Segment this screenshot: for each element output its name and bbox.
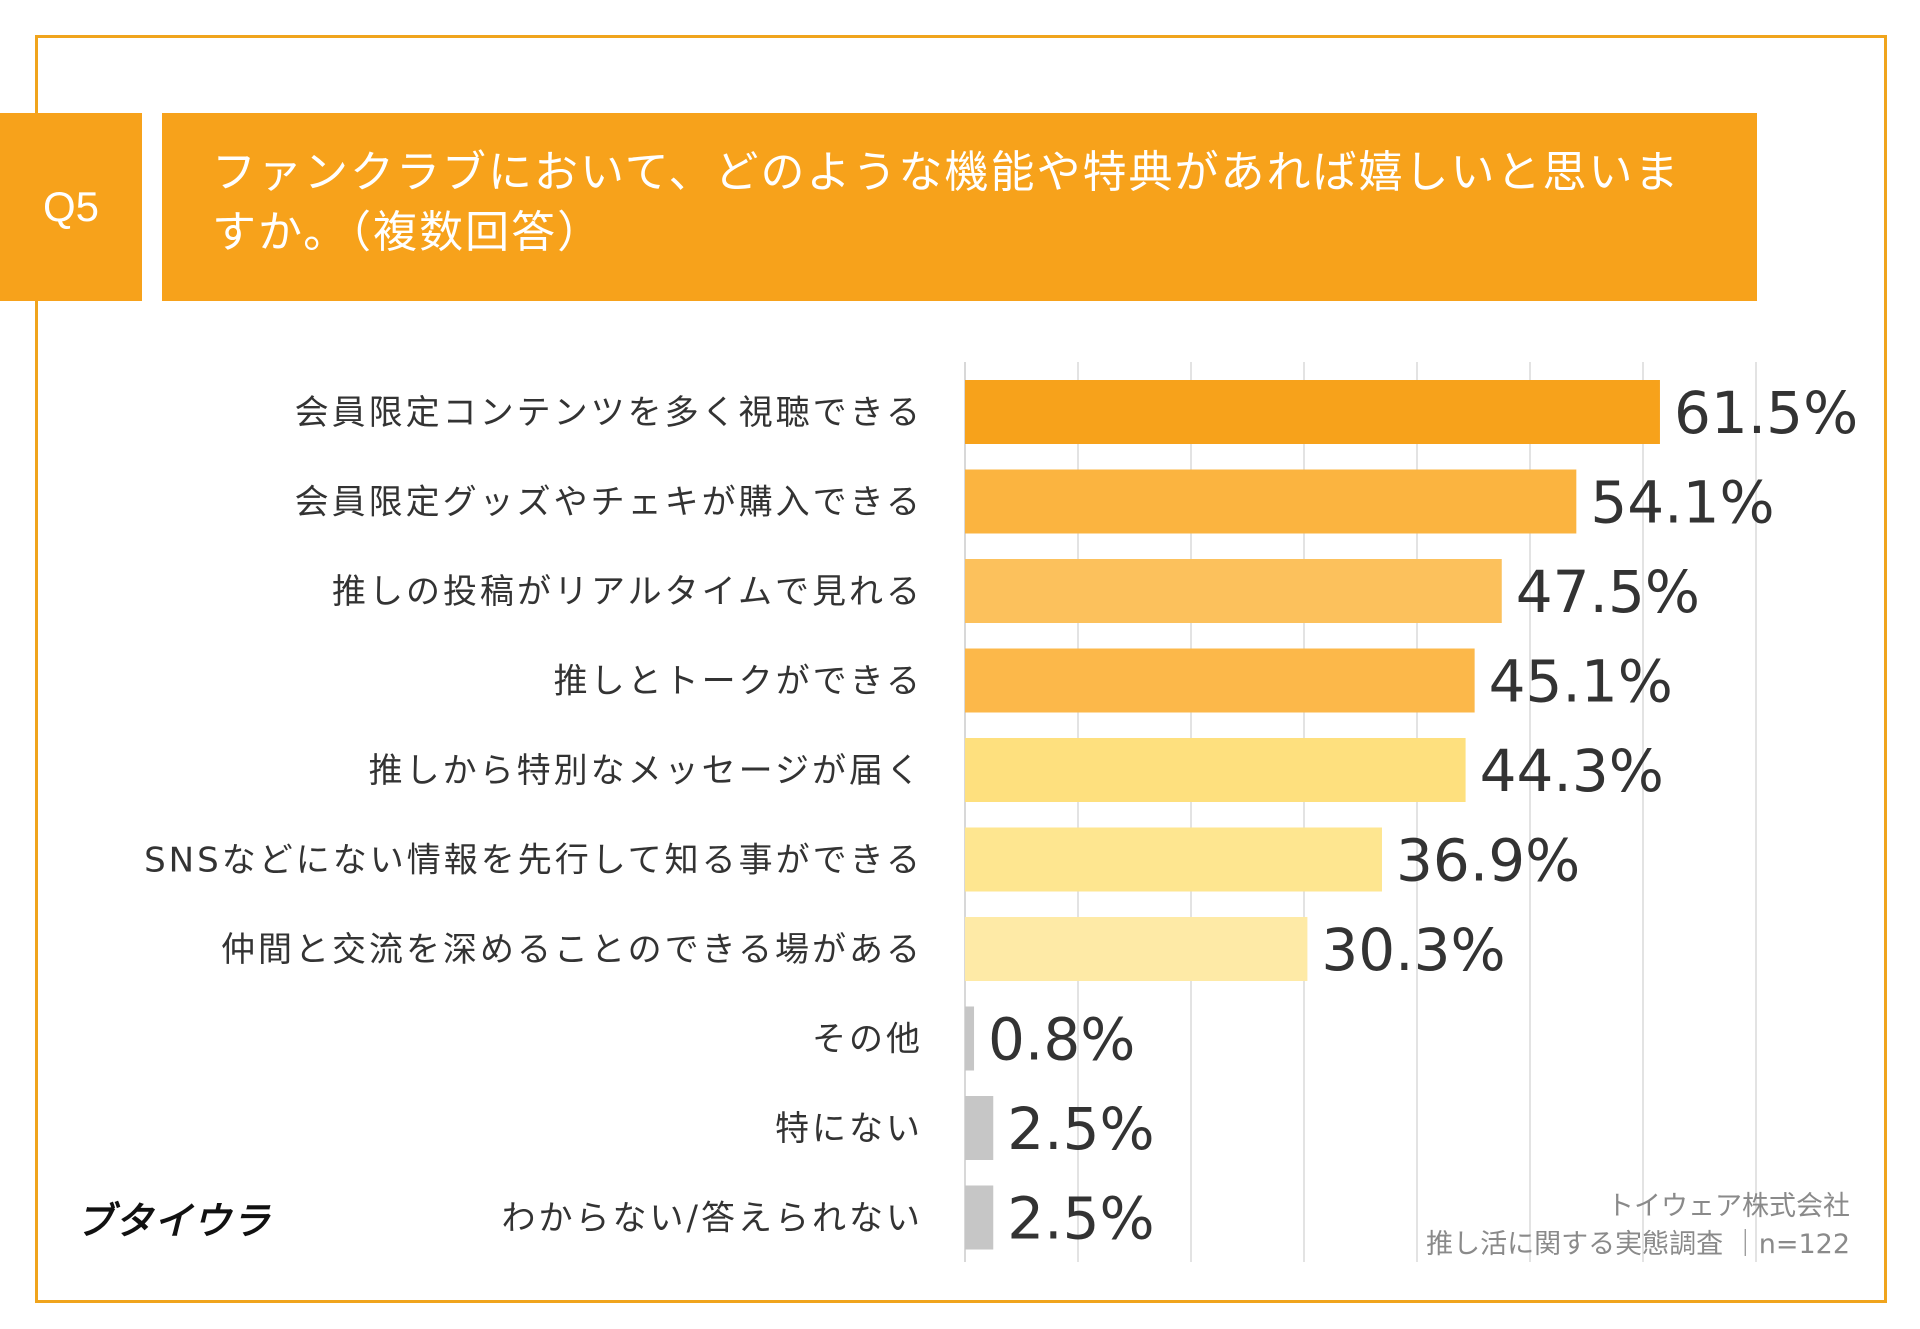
bar bbox=[965, 827, 1382, 892]
bar bbox=[965, 917, 1308, 981]
value-label: 61.5% bbox=[1674, 379, 1858, 447]
bar bbox=[965, 1006, 975, 1071]
category-label: わからない/答えられない bbox=[502, 1199, 923, 1239]
category-label: 仲間と交流を深めることのできる場がある bbox=[221, 930, 923, 970]
value-label: 0.8% bbox=[988, 1006, 1135, 1074]
category-label: 会員限定コンテンツを多く視聴できる bbox=[295, 393, 923, 433]
value-label: 2.5% bbox=[1007, 1095, 1154, 1163]
value-label: 36.9% bbox=[1396, 827, 1580, 895]
category-label: 推しとトークができる bbox=[554, 662, 923, 702]
bar bbox=[965, 1096, 994, 1160]
question-number: Q5 bbox=[0, 113, 142, 301]
brand-logo: ブタイウラ bbox=[76, 1199, 272, 1243]
category-label: その他 bbox=[812, 1020, 923, 1060]
category-label: 会員限定グッズやチェキが購入できる bbox=[295, 483, 923, 523]
value-label: 2.5% bbox=[1007, 1185, 1154, 1253]
bar bbox=[965, 559, 1502, 623]
category-label: 推しの投稿がリアルタイムで見れる bbox=[332, 572, 923, 612]
category-label: SNSなどにない情報を先行して知る事ができる bbox=[144, 841, 923, 881]
value-label: 54.1% bbox=[1590, 469, 1774, 537]
category-label: 特にない bbox=[775, 1109, 923, 1149]
bar bbox=[965, 469, 1577, 534]
bar bbox=[965, 1185, 994, 1250]
bar bbox=[965, 380, 1660, 444]
question-title: ファンクラブにおいて、どのような機能や特典があれば嬉しいと思いますか。（複数回答… bbox=[162, 113, 1757, 301]
value-label: 47.5% bbox=[1516, 558, 1700, 626]
value-label: 30.3% bbox=[1321, 916, 1505, 984]
value-label: 44.3% bbox=[1480, 737, 1664, 805]
bar bbox=[965, 648, 1475, 713]
bar bbox=[965, 738, 1466, 802]
category-label: 推しから特別なメッセージが届く bbox=[369, 751, 923, 791]
source-survey: 推し活に関する実態調査 ｜n=122 bbox=[1426, 1229, 1850, 1260]
value-label: 45.1% bbox=[1489, 648, 1673, 716]
chart-frame bbox=[35, 35, 1887, 1303]
source-company: トイウェア株式会社 bbox=[1607, 1191, 1850, 1222]
source-note: トイウェア株式会社 推し活に関する実態調査 ｜n=122 bbox=[1426, 1188, 1850, 1264]
